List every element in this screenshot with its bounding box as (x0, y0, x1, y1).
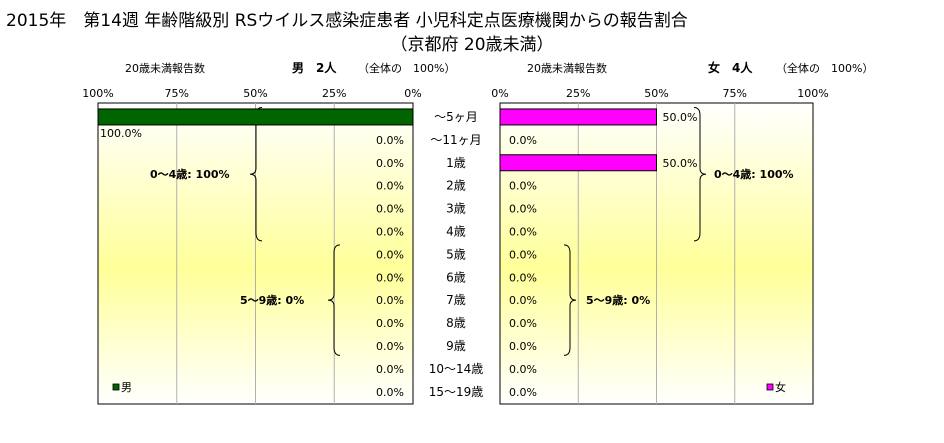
right-tick-label: 100% (797, 87, 828, 100)
right-tick-label: 75% (723, 87, 747, 100)
category-label: 8歳 (446, 316, 466, 330)
category-label: 7歳 (446, 293, 466, 307)
right-tick-label: 0% (491, 87, 508, 100)
left-value-label: 0.0% (376, 294, 404, 307)
right-total: （全体の 100%） (776, 61, 873, 75)
right-value-label: 0.0% (509, 134, 537, 147)
left-bar (97, 108, 414, 126)
right-value-label: 0.0% (509, 271, 537, 284)
left-value-label: 0.0% (376, 317, 404, 330)
left-value-label: 0.0% (376, 271, 404, 284)
left-value-label: 100.0% (100, 127, 142, 140)
left-value-label: 0.0% (376, 363, 404, 376)
left-value-label: 0.0% (376, 134, 404, 147)
right-tick-label: 50% (644, 87, 668, 100)
right-value-label: 0.0% (509, 203, 537, 216)
left-bracket (327, 244, 341, 356)
left-total: （全体の 100%） (358, 61, 455, 75)
left-header: 男 2人 (292, 60, 337, 75)
right-bracket (563, 244, 577, 356)
right-bar (499, 108, 657, 126)
right-count-label: 20歳未満報告数 (527, 62, 607, 75)
left-bracket-label: 0～4歳: 100% (150, 167, 230, 181)
right-legend-swatch (766, 383, 774, 391)
right-bracket (693, 107, 707, 242)
category-label: 4歳 (446, 224, 466, 238)
right-value-label: 0.0% (509, 225, 537, 238)
left-legend-swatch (112, 383, 120, 391)
right-value-label: 0.0% (509, 363, 537, 376)
category-label: 10～14歳 (429, 362, 484, 376)
right-value-label: 0.0% (509, 317, 537, 330)
right-value-label: 50.0% (663, 111, 698, 124)
left-tick-label: 25% (322, 87, 346, 100)
right-header: 女 4人 (708, 60, 753, 75)
right-bracket-label: 0～4歳: 100% (714, 167, 794, 181)
left-value-label: 0.0% (376, 340, 404, 353)
category-label: ～11ヶ月 (430, 133, 481, 147)
left-tick-label: 75% (165, 87, 189, 100)
left-legend-label: 男 (121, 381, 132, 394)
right-tick-label: 25% (566, 87, 590, 100)
category-label: 2歳 (446, 179, 466, 193)
left-tick-label: 0% (404, 87, 421, 100)
right-value-label: 50.0% (663, 157, 698, 170)
left-value-label: 0.0% (376, 225, 404, 238)
category-label: 5歳 (446, 247, 466, 261)
left-tick-label: 100% (82, 87, 113, 100)
category-label: 9歳 (446, 339, 466, 353)
chart-title: 2015年 第14週 年齢階級別 RSウイルス感染症患者 小児科定点医療機関から… (6, 11, 688, 31)
right-value-label: 0.0% (509, 340, 537, 353)
category-label: 6歳 (446, 270, 466, 284)
left-value-label: 0.0% (376, 386, 404, 399)
left-value-label: 0.0% (376, 180, 404, 193)
left-value-label: 0.0% (376, 157, 404, 170)
left-count-label: 20歳未満報告数 (125, 62, 205, 75)
right-bar (499, 154, 657, 172)
right-value-label: 0.0% (509, 180, 537, 193)
chart-subtitle: （京都府 20歳未満） (390, 35, 554, 55)
left-value-label: 0.0% (376, 248, 404, 261)
category-label: 15～19歳 (429, 385, 484, 399)
left-bracket-label: 5～9歳: 0% (240, 293, 304, 307)
right-value-label: 0.0% (509, 248, 537, 261)
right-bracket-label: 5～9歳: 0% (586, 293, 650, 307)
right-legend-label: 女 (775, 380, 786, 394)
right-value-label: 0.0% (509, 294, 537, 307)
category-label: ～5ヶ月 (434, 110, 478, 124)
category-label: 1歳 (446, 156, 466, 170)
category-label: 3歳 (446, 202, 466, 216)
left-value-label: 0.0% (376, 203, 404, 216)
left-tick-label: 50% (243, 87, 267, 100)
right-value-label: 0.0% (509, 386, 537, 399)
